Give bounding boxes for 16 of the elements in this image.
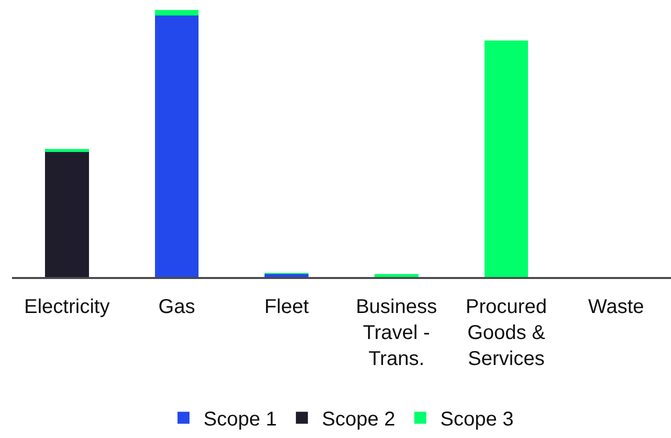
x-tick-label: Business Travel - Trans. — [356, 296, 437, 370]
bar — [374, 274, 418, 277]
legend-label: Scope 2 — [322, 408, 396, 430]
x-tick-label: Fleet — [264, 296, 310, 318]
bar — [484, 40, 528, 277]
bar — [44, 148, 89, 152]
x-tick-label: Electricity — [24, 296, 110, 318]
x-tick-label: Gas — [158, 296, 196, 318]
bar — [264, 274, 309, 277]
x-tick-label: Procured Goods & Services — [466, 296, 547, 370]
legend-label: Scope 3 — [440, 408, 514, 430]
x-tick-label: Waste — [588, 296, 644, 318]
bar — [44, 152, 89, 277]
bar — [154, 10, 199, 16]
legend-label: Scope 1 — [204, 408, 277, 430]
bar — [154, 15, 199, 277]
